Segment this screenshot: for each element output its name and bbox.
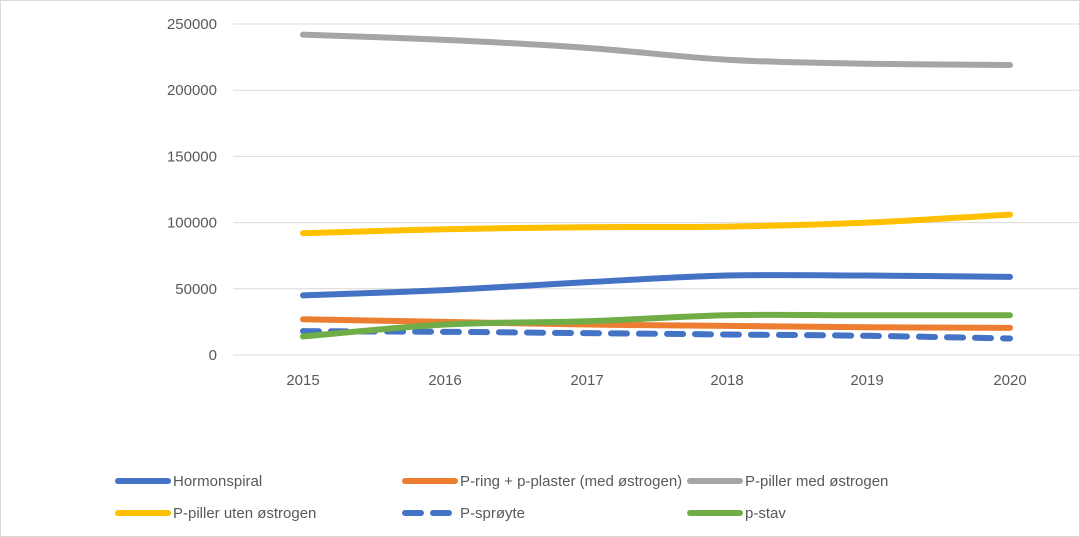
x-tick-label: 2020 (993, 372, 1026, 389)
x-axis-ticks: 2015 2016 2017 2018 2019 2020 (286, 372, 1026, 389)
x-tick-label: 2019 (850, 372, 883, 389)
gridlines (233, 23, 1080, 356)
x-tick-label: 2016 (428, 372, 461, 389)
x-tick-label: 2017 (570, 372, 603, 389)
series-lines (300, 31, 1013, 342)
y-tick-label: 50000 (175, 281, 217, 298)
series-line-0 (300, 272, 1013, 299)
legend-swatches (115, 478, 743, 516)
series-line-3 (300, 211, 1013, 237)
y-tick-label: 0 (209, 347, 217, 364)
y-tick-label: 150000 (167, 148, 217, 165)
x-tick-label: 2018 (710, 372, 743, 389)
series-line-2 (300, 31, 1013, 69)
y-tick-label: 200000 (167, 82, 217, 99)
series-line-4 (300, 328, 1013, 342)
series-line-1 (300, 316, 1013, 331)
y-axis-ticks: 0 50000 100000 150000 200000 250000 (167, 16, 217, 364)
x-tick-label: 2015 (286, 372, 319, 389)
y-tick-label: 100000 (167, 215, 217, 232)
y-tick-label: 250000 (167, 16, 217, 33)
series-line-5 (300, 311, 1013, 340)
